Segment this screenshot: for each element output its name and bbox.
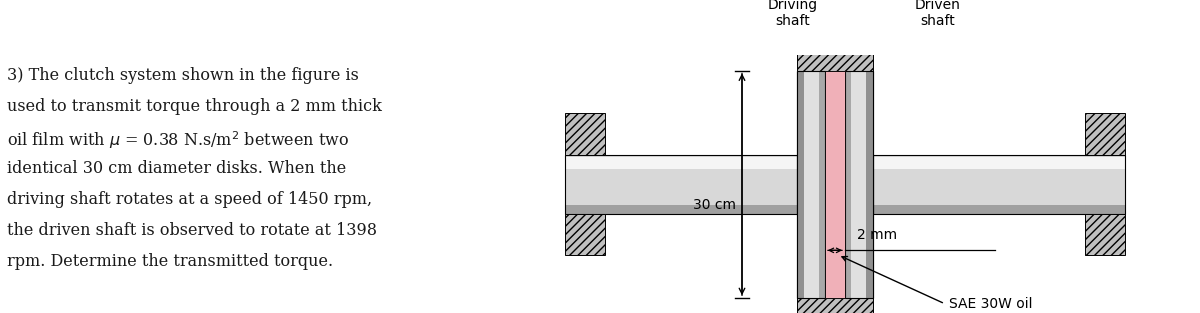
Text: used to transmit torque through a 2 mm thick: used to transmit torque through a 2 mm t… — [7, 98, 382, 115]
Bar — [797, 49, 874, 70]
Bar — [826, 70, 845, 298]
Bar — [565, 157, 797, 169]
Bar — [565, 155, 797, 214]
Bar — [804, 70, 820, 298]
Bar — [845, 70, 872, 298]
Bar — [565, 155, 797, 214]
Bar — [872, 205, 1126, 214]
Bar — [1085, 214, 1126, 255]
Bar — [845, 70, 851, 298]
Text: SAE 30W oil: SAE 30W oil — [949, 297, 1032, 311]
Bar — [872, 155, 1126, 214]
Bar — [872, 157, 1126, 169]
Bar — [797, 70, 826, 298]
Bar — [797, 70, 804, 298]
Bar — [565, 214, 605, 255]
Text: oil film with $\mu$ = 0.38 N.s/m$^2$ between two: oil film with $\mu$ = 0.38 N.s/m$^2$ bet… — [7, 129, 349, 151]
Bar — [565, 113, 605, 155]
Bar — [1085, 113, 1126, 155]
Text: Driven
shaft: Driven shaft — [914, 0, 961, 28]
Bar — [851, 70, 866, 298]
Bar — [565, 205, 797, 214]
Text: the driven shaft is observed to rotate at 1398: the driven shaft is observed to rotate a… — [7, 222, 377, 239]
Bar — [845, 70, 872, 298]
Text: rpm. Determine the transmitted torque.: rpm. Determine the transmitted torque. — [7, 253, 334, 270]
Bar — [872, 155, 1126, 214]
Text: Driving
shaft: Driving shaft — [767, 0, 817, 28]
Text: identical 30 cm diameter disks. When the: identical 30 cm diameter disks. When the — [7, 160, 347, 177]
Bar — [797, 70, 826, 298]
Text: driving shaft rotates at a speed of 1450 rpm,: driving shaft rotates at a speed of 1450… — [7, 191, 372, 208]
Bar — [866, 70, 874, 298]
Text: 30 cm: 30 cm — [694, 198, 736, 212]
Text: 2 mm: 2 mm — [857, 228, 898, 242]
Bar — [820, 70, 824, 298]
Bar — [797, 298, 874, 313]
Text: 3) The clutch system shown in the figure is: 3) The clutch system shown in the figure… — [7, 67, 359, 84]
